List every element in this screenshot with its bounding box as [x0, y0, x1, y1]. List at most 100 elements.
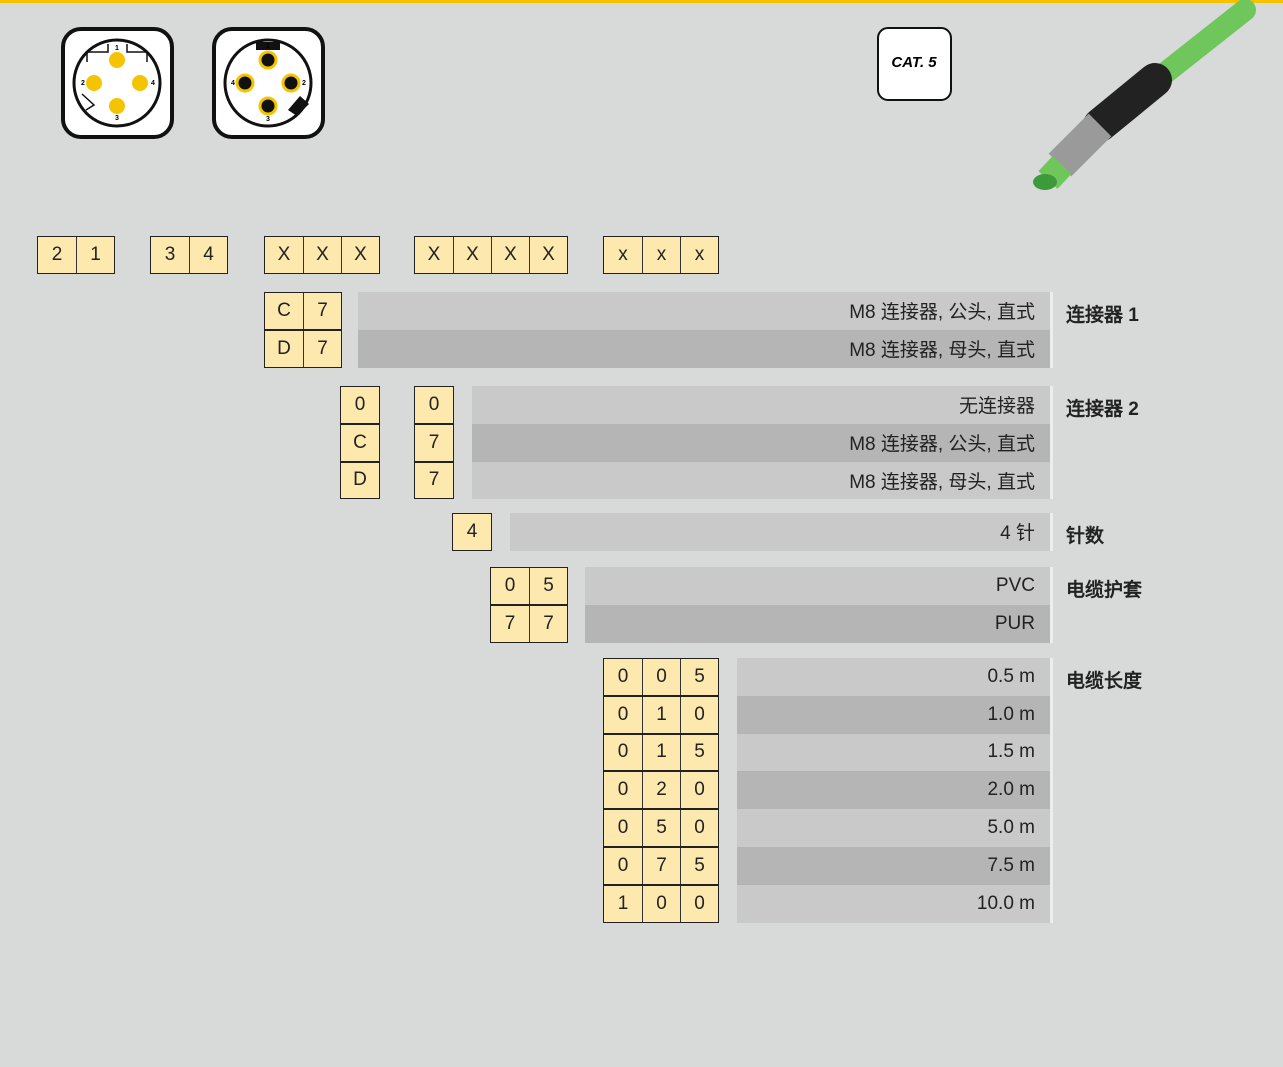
code-cell: 0: [617, 817, 629, 839]
male-pin-icon: 1 2 3 4: [61, 27, 174, 139]
description-bar: 无连接器: [472, 386, 1053, 424]
code-cell: 0: [680, 810, 718, 846]
cable-image: [1033, 0, 1256, 190]
code-cell: 0: [617, 741, 629, 763]
code-cell: 7: [428, 431, 440, 453]
description-bar: 5.0 m: [737, 809, 1053, 847]
code-cell: 7: [303, 330, 341, 367]
pin-label: 1: [266, 43, 270, 50]
code-cell: 0: [642, 659, 680, 695]
code-cell: 0: [504, 574, 516, 596]
code-cell: 4: [189, 237, 227, 273]
code-box: C: [340, 423, 380, 462]
section-label: 电缆长度: [1066, 671, 1143, 692]
code-cell: 1: [617, 892, 629, 914]
code-cell: C: [353, 431, 367, 453]
code-cell: 1: [642, 734, 680, 771]
pin-label: 3: [266, 116, 270, 123]
pin-label: 2: [81, 80, 85, 87]
code-cell: 0: [680, 885, 718, 922]
icons: 1 2 3 4 1 4 2 3 CAT. 5: [61, 0, 1256, 190]
code-box: D: [340, 461, 380, 500]
code-box: 4: [452, 513, 492, 551]
code-cell: 5: [680, 734, 718, 771]
code-cell: D: [353, 469, 367, 491]
code-cell: 5: [642, 810, 680, 846]
description-bar: 2.0 m: [737, 771, 1053, 810]
code-cell: X: [341, 237, 379, 273]
code-cell: 1: [76, 237, 114, 273]
description-bar: M8 连接器, 母头, 直式: [472, 461, 1053, 500]
code-cell: 0: [354, 393, 366, 415]
section-label: 电缆护套: [1066, 580, 1143, 601]
description-bar: 10.0 m: [737, 884, 1053, 923]
pin-label: 4: [151, 80, 155, 87]
description-bar: 1.5 m: [737, 733, 1053, 772]
code-cell: 7: [428, 469, 440, 491]
code-cell: X: [277, 243, 291, 265]
code-cell: 0: [680, 772, 718, 809]
code-cell: 0: [642, 885, 680, 922]
female-pin-icon: 1 4 2 3: [212, 27, 325, 139]
description-bar: 1.0 m: [737, 695, 1053, 734]
code-cell: X: [529, 237, 567, 273]
code-cell: 0: [428, 393, 440, 415]
code-cell: 7: [303, 293, 341, 329]
code-cell: X: [303, 237, 341, 273]
description-bar: 7.5 m: [737, 847, 1053, 885]
code-cell: 7: [642, 848, 680, 884]
code-cell: 0: [617, 703, 629, 725]
code-box: 0: [340, 386, 380, 424]
code-box: 7: [414, 461, 454, 500]
pin-label: 1: [115, 45, 119, 52]
code-cell: x: [642, 237, 680, 273]
description-bar: M8 连接器, 公头, 直式: [472, 423, 1053, 462]
code-box: 0: [414, 386, 454, 424]
pin-label: 3: [115, 115, 119, 122]
pin-label: 4: [231, 80, 235, 87]
code-cell: 0: [617, 779, 629, 801]
cat-badge-text: CAT. 5: [891, 54, 937, 71]
code-cell: D: [277, 337, 291, 359]
description-bar: M8 连接器, 公头, 直式: [358, 292, 1053, 330]
top-stripe: [0, 0, 1283, 3]
code-cell: 3: [164, 243, 176, 265]
code-cell: 7: [529, 605, 567, 642]
code-cell: 1: [642, 696, 680, 733]
code-cell: 2: [51, 243, 63, 265]
code-cell: X: [491, 237, 529, 273]
code-cell: X: [453, 237, 491, 273]
code-cell: 0: [617, 665, 629, 687]
code-cell: 5: [680, 659, 718, 695]
code-cell: x: [618, 243, 628, 265]
pin-label: 2: [302, 80, 306, 87]
description-bar: 0.5 m: [737, 658, 1053, 696]
code-cell: x: [680, 237, 718, 273]
code-cell: 4: [466, 520, 478, 542]
code-cell: C: [277, 299, 291, 321]
code-cell: 7: [504, 612, 516, 634]
cat-badge: CAT. 5: [877, 27, 952, 101]
code-cell: 5: [680, 848, 718, 884]
section-label: 针数: [1066, 526, 1105, 547]
code-cell: 0: [680, 696, 718, 733]
section-label: 连接器 2: [1066, 399, 1139, 420]
description-bar: 4 针: [510, 513, 1053, 551]
